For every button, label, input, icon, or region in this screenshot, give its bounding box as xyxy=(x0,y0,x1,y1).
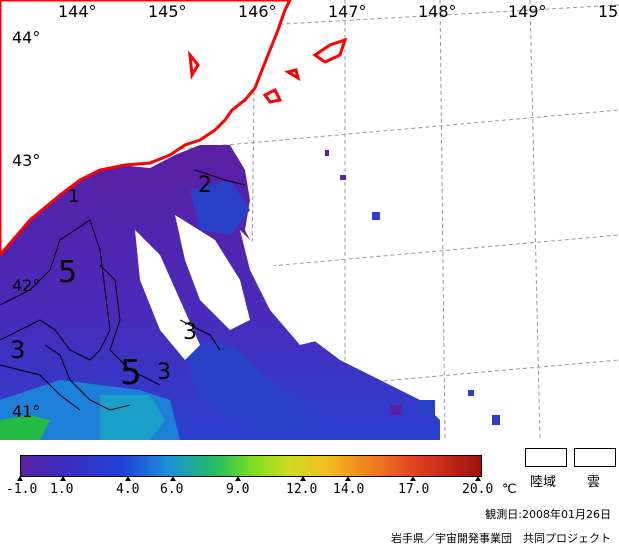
coastline xyxy=(0,0,348,258)
isotherm-contours xyxy=(0,169,246,411)
colorbar-tick-label: 6.0 xyxy=(160,482,184,497)
cloud-legend-label: 雲 xyxy=(587,475,601,490)
colorbar-tick-label: -1.0 xyxy=(6,482,38,497)
colorbar-tick-marker xyxy=(125,476,131,481)
contour-label: 3 xyxy=(183,320,197,345)
contour-label: 3 xyxy=(157,360,171,385)
latitude-label-41: 41° xyxy=(12,402,41,421)
colorbar-tick-marker xyxy=(410,476,416,481)
longitude-label-146: 146° xyxy=(238,2,277,21)
colorbar-tick-marker xyxy=(300,476,306,481)
colorbar-tick-marker xyxy=(170,476,176,481)
land-legend-swatch xyxy=(525,448,567,467)
contour-label: 5 xyxy=(120,353,142,393)
contour-label: 2 xyxy=(198,173,212,198)
colorbar-tick-marker xyxy=(235,476,241,481)
colorbar-tick-label: 20.0 xyxy=(462,482,494,497)
colorbar-tick-label: 17.0 xyxy=(398,482,430,497)
land-legend-label: 陸域 xyxy=(530,475,557,490)
colorbar-unit: ℃ xyxy=(502,482,517,497)
colorbar-tick-marker xyxy=(17,476,23,481)
colorbar-tick-label: 9.0 xyxy=(226,482,250,497)
observation-date: 観測日:2008年01月26日 xyxy=(485,508,611,521)
longitude-label-144: 144° xyxy=(58,2,97,21)
colorbar-tick-label: 1.0 xyxy=(50,482,74,497)
colorbar-tick-marker xyxy=(475,476,481,481)
sea-surface-temperature-field xyxy=(0,85,500,440)
longitude-label-148: 148° xyxy=(418,2,457,21)
colorbar-tick-label: 4.0 xyxy=(116,482,140,497)
colorbar-tick-label: 14.0 xyxy=(333,482,365,497)
colorbar-tick-marker xyxy=(345,476,351,481)
latitude-label-44: 44° xyxy=(12,28,41,47)
cloud-legend-swatch xyxy=(574,448,616,467)
longitude-label-149: 149° xyxy=(508,2,547,21)
contour-label: 3 xyxy=(10,336,26,364)
contour-label: 1 xyxy=(68,186,80,207)
longitude-label-150: 15 xyxy=(598,2,619,21)
temperature-colorbar xyxy=(20,455,482,477)
credit-line: 岩手県／宇宙開発事業団 共同プロジェクト xyxy=(391,532,611,545)
longitude-label-145: 145° xyxy=(148,2,187,21)
longitude-label-147: 147° xyxy=(328,2,367,21)
sst-map xyxy=(0,0,619,440)
contour-label: 5 xyxy=(58,255,78,290)
latitude-label-43: 43° xyxy=(12,151,41,170)
colorbar-tick-marker xyxy=(60,476,66,481)
colorbar-tick-label: 12.0 xyxy=(286,482,318,497)
latitude-label-42: 42° xyxy=(12,276,41,295)
